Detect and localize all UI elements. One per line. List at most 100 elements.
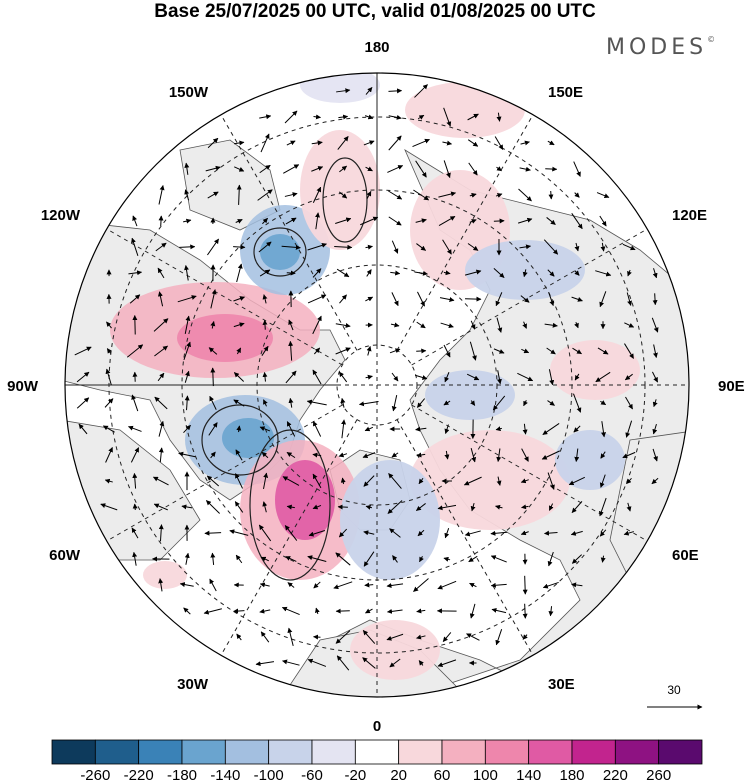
wind-vector <box>208 422 218 436</box>
wind-vector <box>412 138 430 147</box>
wind-vector <box>365 504 373 510</box>
wind-vector <box>313 347 321 355</box>
wind-vector <box>415 218 427 224</box>
wind-vector <box>495 292 503 307</box>
wind-vector <box>158 420 165 437</box>
wind-vector <box>365 374 373 380</box>
lon-label-150w: 150W <box>169 84 209 101</box>
wind-vector <box>235 554 243 564</box>
wind-vector <box>574 242 580 252</box>
wind-vector <box>443 270 451 276</box>
anomaly-neg-europe <box>340 460 440 580</box>
wind-vector <box>106 348 112 354</box>
wind-vector <box>493 218 505 224</box>
colorbar-swatch <box>528 739 573 765</box>
wind-vector <box>183 218 192 224</box>
wind-vector <box>520 530 529 536</box>
wind-vector <box>284 525 298 541</box>
contour-ring-2 <box>253 227 307 277</box>
wind-vector <box>184 552 190 565</box>
colorbar-tick-label: 140 <box>516 767 541 783</box>
wind-vector <box>417 291 425 307</box>
wind-vector <box>467 139 479 147</box>
wind-vector <box>104 398 114 408</box>
colorbar-tick-label: 100 <box>473 767 498 783</box>
lon-label-120w: 120W <box>41 207 81 224</box>
wind-vector <box>364 114 374 120</box>
wind-vector <box>364 582 374 588</box>
contour-ring-3 <box>201 404 279 476</box>
wind-vector <box>311 166 324 172</box>
wind-vector <box>235 449 243 461</box>
wind-vector <box>416 348 427 354</box>
wind-vector <box>74 346 92 356</box>
wind-vector <box>522 269 528 278</box>
wind-vector <box>233 244 246 250</box>
wind-vector <box>129 294 141 304</box>
wind-vector <box>601 421 606 438</box>
wind-vector <box>236 263 243 283</box>
wind-vector <box>443 344 451 358</box>
wind-vector <box>105 368 112 385</box>
wind-vector <box>366 269 372 277</box>
wind-vector <box>624 343 634 359</box>
wind-vector <box>260 556 270 562</box>
colorbar-tick-label: -60 <box>301 767 323 783</box>
wind-vector <box>416 243 426 251</box>
wind-vector <box>548 190 554 200</box>
wind-vector <box>286 140 296 146</box>
wind-vector <box>624 373 633 381</box>
wind-vector <box>236 347 242 355</box>
wind-vector <box>315 607 320 615</box>
wind-vector <box>105 447 113 463</box>
wind-vector <box>307 242 327 251</box>
wind-vector <box>311 140 323 146</box>
anomaly-pos-canada-core <box>177 314 273 362</box>
wind-vector <box>335 347 351 355</box>
wind-vector <box>258 524 272 542</box>
wind-vector <box>365 244 373 250</box>
wind-vector <box>652 448 658 462</box>
wind-vector <box>547 551 554 567</box>
wind-vector <box>546 347 556 355</box>
meridian-line <box>220 419 358 656</box>
wind-vector <box>470 400 476 406</box>
colorbar-tick-label: 220 <box>603 767 628 783</box>
wind-vector <box>437 580 457 590</box>
wind-vector <box>416 608 426 614</box>
wind-vector <box>184 265 189 281</box>
wind-vector <box>203 608 222 615</box>
wind-vector <box>158 524 164 542</box>
wind-vector <box>599 215 607 227</box>
wind-vector <box>651 317 659 333</box>
wind-vector <box>652 344 658 358</box>
wind-vector <box>493 348 505 354</box>
wind-vector <box>337 136 349 150</box>
wind-vector <box>128 270 143 276</box>
wind-vector <box>308 530 326 537</box>
wind-vector <box>414 84 428 98</box>
anomaly-layer <box>110 73 640 680</box>
wind-vector <box>418 477 424 485</box>
wind-vector <box>466 633 480 641</box>
wind-vector <box>391 292 399 307</box>
wind-vector <box>542 423 560 435</box>
wind-vector <box>547 400 555 406</box>
wind-vector <box>178 451 196 458</box>
wind-vector <box>520 140 530 146</box>
wind-vector <box>392 555 398 563</box>
wind-vector <box>155 242 167 252</box>
wind-vector <box>261 451 269 459</box>
wind-vector <box>209 578 217 592</box>
reference-vector: 30 <box>647 683 703 710</box>
wind-vector <box>387 165 404 173</box>
wind-vector <box>154 345 168 357</box>
wind-vector <box>415 426 427 432</box>
colorbar-swatch <box>224 739 270 765</box>
wind-vector <box>132 551 138 566</box>
wind-vector <box>388 190 403 200</box>
wind-vector <box>362 630 376 644</box>
wind-vector <box>416 321 426 329</box>
wind-vector <box>338 371 348 383</box>
wind-vector <box>469 192 477 198</box>
